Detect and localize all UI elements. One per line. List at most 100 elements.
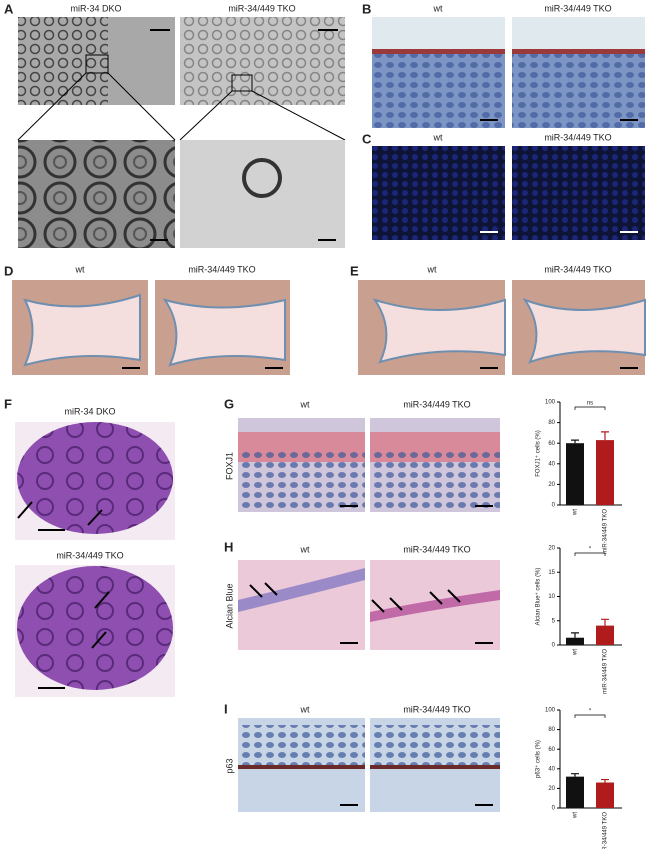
panel-b: B wt miR-34/449 TKO xyxy=(362,1,645,128)
significance-label: ns xyxy=(587,401,593,407)
basal-stain xyxy=(238,765,365,769)
y-tick-label: 0 xyxy=(552,503,556,509)
y-tick-label: 40 xyxy=(548,766,555,772)
image-title: wt xyxy=(433,3,443,13)
lumen xyxy=(23,293,141,367)
image-title: miR-34/449 TKO xyxy=(56,550,123,560)
zoom-line xyxy=(17,72,346,141)
basal-stain xyxy=(370,765,500,769)
inset-box xyxy=(231,74,253,92)
error-bar xyxy=(601,778,609,783)
y-tick-label: 40 xyxy=(548,461,555,467)
panel-label: C xyxy=(362,131,372,146)
y-tick-label: 60 xyxy=(548,747,555,753)
image-title: wt xyxy=(300,704,310,714)
significance-bracket xyxy=(574,406,606,410)
stain xyxy=(372,49,505,54)
error-bar xyxy=(571,773,579,777)
panel-h: H wt miR-34/449 TKO Alcian Blue xyxy=(224,539,500,650)
y-axis-label: FOXJ1⁺ cells (%) xyxy=(535,430,542,477)
micrograph-texture xyxy=(372,54,505,128)
x-tick-label: miR-34/449 TKO xyxy=(603,812,609,849)
bar xyxy=(596,782,614,808)
cilium xyxy=(242,158,282,198)
inset-box xyxy=(85,54,109,74)
y-tick-label: 20 xyxy=(548,786,555,792)
y-tick-label: 10 xyxy=(548,594,555,600)
image-title: miR-34/449 TKO xyxy=(544,132,611,142)
bar xyxy=(566,637,584,645)
bar xyxy=(596,440,614,505)
arrow xyxy=(17,501,110,649)
lumen xyxy=(162,298,286,367)
y-tick-label: 80 xyxy=(548,727,555,733)
scale-bar xyxy=(150,29,338,241)
row-label: Alcian Blue xyxy=(224,583,234,628)
panel-c: C wt miR-34/449 TKO xyxy=(362,131,645,240)
image-title: miR-34/449 TKO xyxy=(544,264,611,274)
x-tick-label: wt xyxy=(573,649,579,656)
panel-label: E xyxy=(350,263,359,278)
panel-label: B xyxy=(362,1,371,16)
x-tick-label: miR-34/449 TKO xyxy=(603,509,609,554)
lumen xyxy=(522,298,646,364)
micrograph-texture xyxy=(370,725,500,765)
error-bar xyxy=(601,618,609,626)
lumen xyxy=(372,298,506,364)
micrograph-texture xyxy=(18,17,108,105)
y-tick-label: 0 xyxy=(552,643,556,649)
panel-label: I xyxy=(224,701,228,716)
panel-g: G wt miR-34/449 TKO FOXJ1 xyxy=(224,396,500,512)
micrograph-texture xyxy=(238,725,365,765)
panel-label: A xyxy=(4,1,14,16)
error-bar xyxy=(571,632,579,638)
panel-f: F miR-34 DKO miR-34/449 TKO xyxy=(4,396,175,697)
row-label: FOXJ1 xyxy=(224,452,234,480)
stain xyxy=(512,49,645,54)
epithelium xyxy=(370,590,500,622)
x-tick-label: miR-34/449 TKO xyxy=(603,649,609,694)
micrograph-texture xyxy=(372,146,505,240)
x-tick-label: wt xyxy=(573,812,579,819)
image-title: wt xyxy=(433,132,443,142)
panel-label: G xyxy=(224,396,234,411)
image-title: wt xyxy=(427,264,437,274)
panel-i: I wt miR-34/449 TKO p63 xyxy=(224,701,500,812)
micrograph-lumen xyxy=(372,17,505,49)
scale-bar xyxy=(38,529,65,689)
image-title: miR-34/449 TKO xyxy=(403,399,470,409)
image-title: miR-34/449 TKO xyxy=(188,264,255,274)
y-tick-label: 20 xyxy=(548,482,555,488)
image-title: miR-34/449 TKO xyxy=(544,3,611,13)
y-tick-label: 60 xyxy=(548,441,555,447)
significance-label: * xyxy=(589,709,592,715)
image-title: miR-34/449 TKO xyxy=(228,3,295,13)
significance-bracket xyxy=(574,552,606,556)
bar xyxy=(566,443,584,505)
arrow xyxy=(249,582,461,613)
bar xyxy=(596,625,614,645)
y-tick-label: 80 xyxy=(548,420,555,426)
panel-label: H xyxy=(224,539,233,554)
micrograph-texture xyxy=(512,146,645,240)
micrograph-texture xyxy=(512,54,645,128)
image-title: miR-34 DKO xyxy=(70,3,121,13)
y-tick-label: 100 xyxy=(545,400,556,406)
error-bar xyxy=(571,439,579,444)
y-tick-label: 5 xyxy=(552,618,556,624)
y-axis-label: Alcian Blue⁺ cells (%) xyxy=(535,568,542,626)
y-tick-label: 20 xyxy=(548,546,555,552)
panel-a: A miR-34 DKO miR-34/449 TKO xyxy=(4,1,346,248)
tissue-texture xyxy=(17,422,173,534)
y-tick-label: 100 xyxy=(545,708,556,714)
micrograph-texture xyxy=(180,17,345,105)
significance-label: * xyxy=(589,547,592,553)
panel-d: D wt miR-34/449 TKO xyxy=(4,263,290,375)
micrograph-texture xyxy=(238,450,365,512)
significance-bracket xyxy=(574,714,606,718)
epithelium xyxy=(238,568,365,612)
panel-label: F xyxy=(4,396,12,411)
image-title: wt xyxy=(75,264,85,274)
row-label: p63 xyxy=(224,758,234,773)
